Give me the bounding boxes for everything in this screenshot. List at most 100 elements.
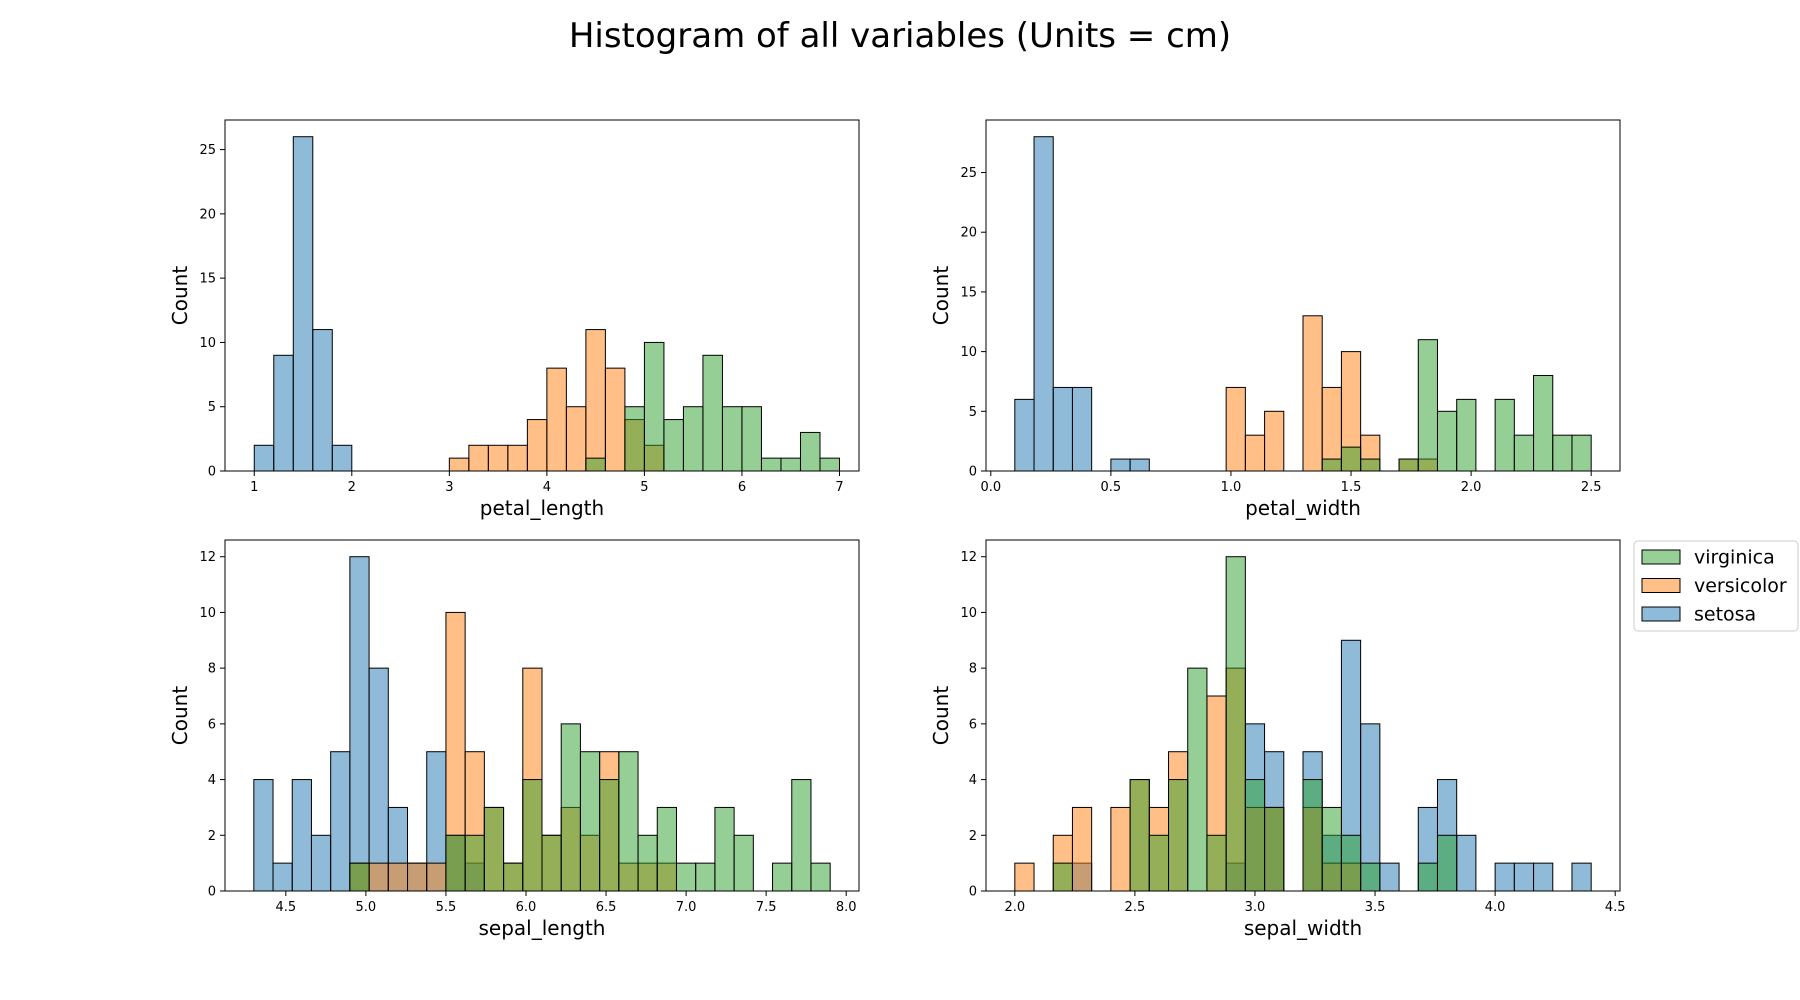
bar-setosa-0: [253, 444, 275, 472]
y-tick-label: 4: [969, 773, 977, 788]
bar-virginica-2: [1052, 862, 1073, 892]
x-tick-label: 5: [640, 480, 648, 495]
y-tick-label: 20: [960, 226, 977, 241]
histogram-panel-petal_width: 0.0 0.5 1.0 1.5 2.0 2.5 0 5 10 15 20 25 petal_width C…: [929, 119, 1621, 520]
x-tick-label: 4.5: [1605, 900, 1626, 915]
bar-versicolor-12: [487, 444, 509, 472]
bar-setosa-5: [1110, 458, 1131, 472]
y-tick-label: 5: [969, 405, 977, 420]
y-axis-label: Count: [929, 266, 953, 326]
bar-virginica-5: [349, 862, 370, 892]
bar-versicolor-10: [448, 457, 470, 472]
bar-virginica-23: [702, 354, 723, 472]
bar-virginica-23: [695, 862, 716, 892]
bar-versicolor-13: [1264, 410, 1285, 472]
y-tick-label: 8: [208, 662, 216, 677]
bar-virginica-19: [624, 406, 645, 472]
bar-virginica-8: [1168, 779, 1189, 892]
bar-virginica-23: [1456, 398, 1477, 472]
y-tick-label: 10: [199, 336, 216, 351]
bar-setosa-27: [1533, 862, 1554, 892]
bar-versicolor-14: [526, 419, 548, 472]
bar-virginica-10: [1206, 834, 1227, 892]
x-tick-label: 8.0: [836, 900, 857, 915]
y-tick-label: 0: [208, 465, 216, 480]
x-tick-label: 6: [738, 480, 746, 495]
bar-versicolor-18: [604, 367, 626, 472]
bar-virginica-28: [799, 431, 821, 472]
axes-frame: [224, 119, 860, 472]
bar-versicolor-12: [1244, 434, 1266, 472]
y-tick-label: 4: [208, 773, 216, 788]
series-setosa: [1014, 136, 1150, 472]
bar-virginica-14: [522, 779, 543, 892]
bar-virginica-22: [1436, 410, 1458, 472]
series-virginica: [1321, 339, 1592, 472]
legend-swatch-virginica: [1641, 549, 1681, 565]
x-tick-label: 1.5: [1341, 480, 1362, 495]
bar-versicolor-15: [546, 367, 567, 472]
bar-setosa-5: [349, 556, 370, 892]
x-tick-label: 6.0: [516, 900, 537, 915]
legend-swatch-versicolor: [1641, 578, 1681, 593]
bar-versicolor-9: [426, 862, 447, 892]
x-tick-label: 1.0: [1221, 480, 1242, 495]
bar-versicolor-0: [1014, 862, 1035, 892]
y-tick-label: 10: [960, 345, 977, 360]
x-tick-label: 3.0: [1245, 900, 1266, 915]
y-tick-label: 25: [960, 166, 977, 181]
bar-virginica-27: [1533, 374, 1554, 472]
bar-virginica-18: [599, 779, 620, 892]
bar-virginica-27: [780, 457, 801, 472]
legend-label-setosa: setosa: [1694, 604, 1756, 626]
x-tick-label: 2: [348, 480, 356, 495]
bar-virginica-13: [1264, 806, 1285, 892]
y-tick-label: 2: [208, 829, 216, 844]
bar-virginica-22: [675, 862, 697, 892]
bar-virginica-6: [1129, 779, 1150, 892]
bar-versicolor-11: [468, 444, 489, 472]
y-tick-label: 8: [969, 662, 977, 677]
y-axis-label: Count: [168, 266, 192, 326]
bar-setosa-6: [368, 667, 389, 892]
series-versicolor: [1225, 315, 1438, 472]
bar-virginica-17: [1340, 834, 1362, 892]
bar-versicolor-13: [507, 444, 528, 472]
bar-virginica-24: [721, 406, 743, 472]
x-tick-label: 2.0: [1004, 900, 1025, 915]
bar-virginica-15: [541, 834, 562, 892]
x-tick-label: 1: [250, 480, 258, 495]
bar-versicolor-6: [368, 862, 389, 892]
x-axis-label: sepal_width: [1244, 916, 1362, 940]
y-tick-label: 12: [960, 550, 977, 565]
bar-setosa-2: [1052, 386, 1073, 472]
bar-virginica-21: [656, 806, 677, 892]
y-tick-label: 6: [208, 717, 216, 732]
y-axis-label: Count: [929, 686, 953, 746]
bar-virginica-24: [714, 806, 735, 892]
bar-setosa-1: [273, 354, 294, 472]
bar-virginica-16: [1321, 806, 1342, 892]
bar-virginica-22: [682, 406, 704, 472]
bar-setosa-3: [310, 834, 332, 892]
y-tick-label: 10: [199, 606, 216, 621]
bar-setosa-0: [253, 779, 274, 892]
bar-setosa-26: [1513, 862, 1535, 892]
x-tick-label: 2.5: [1125, 900, 1146, 915]
y-tick-label: 15: [199, 272, 216, 287]
bar-virginica-12: [483, 806, 505, 892]
bar-virginica-26: [1513, 434, 1535, 472]
series-virginica: [349, 723, 831, 892]
bar-versicolor-16: [1321, 386, 1342, 472]
bar-virginica-7: [1148, 834, 1170, 892]
bar-versicolor-11: [1225, 386, 1246, 472]
y-tick-label: 25: [199, 143, 216, 158]
histogram-panel-sepal_length: 4.5 5.0 5.5 6.0 6.5 7.0 7.5 8.0 0 2 4 6 8 10 12 sepal_l…: [168, 539, 860, 940]
legend-label-versicolor: versicolor: [1694, 575, 1787, 597]
axes-frame: [985, 119, 1621, 472]
histogram-panel-sepal_width: 2.0 2.5 3.0 3.5 4.0 4.5 0 2 4 6 8 10 12 sepal_width Co…: [929, 539, 1626, 940]
bar-virginica-26: [760, 457, 782, 472]
bar-virginica-19: [618, 751, 639, 892]
x-tick-label: 6.5: [596, 900, 617, 915]
